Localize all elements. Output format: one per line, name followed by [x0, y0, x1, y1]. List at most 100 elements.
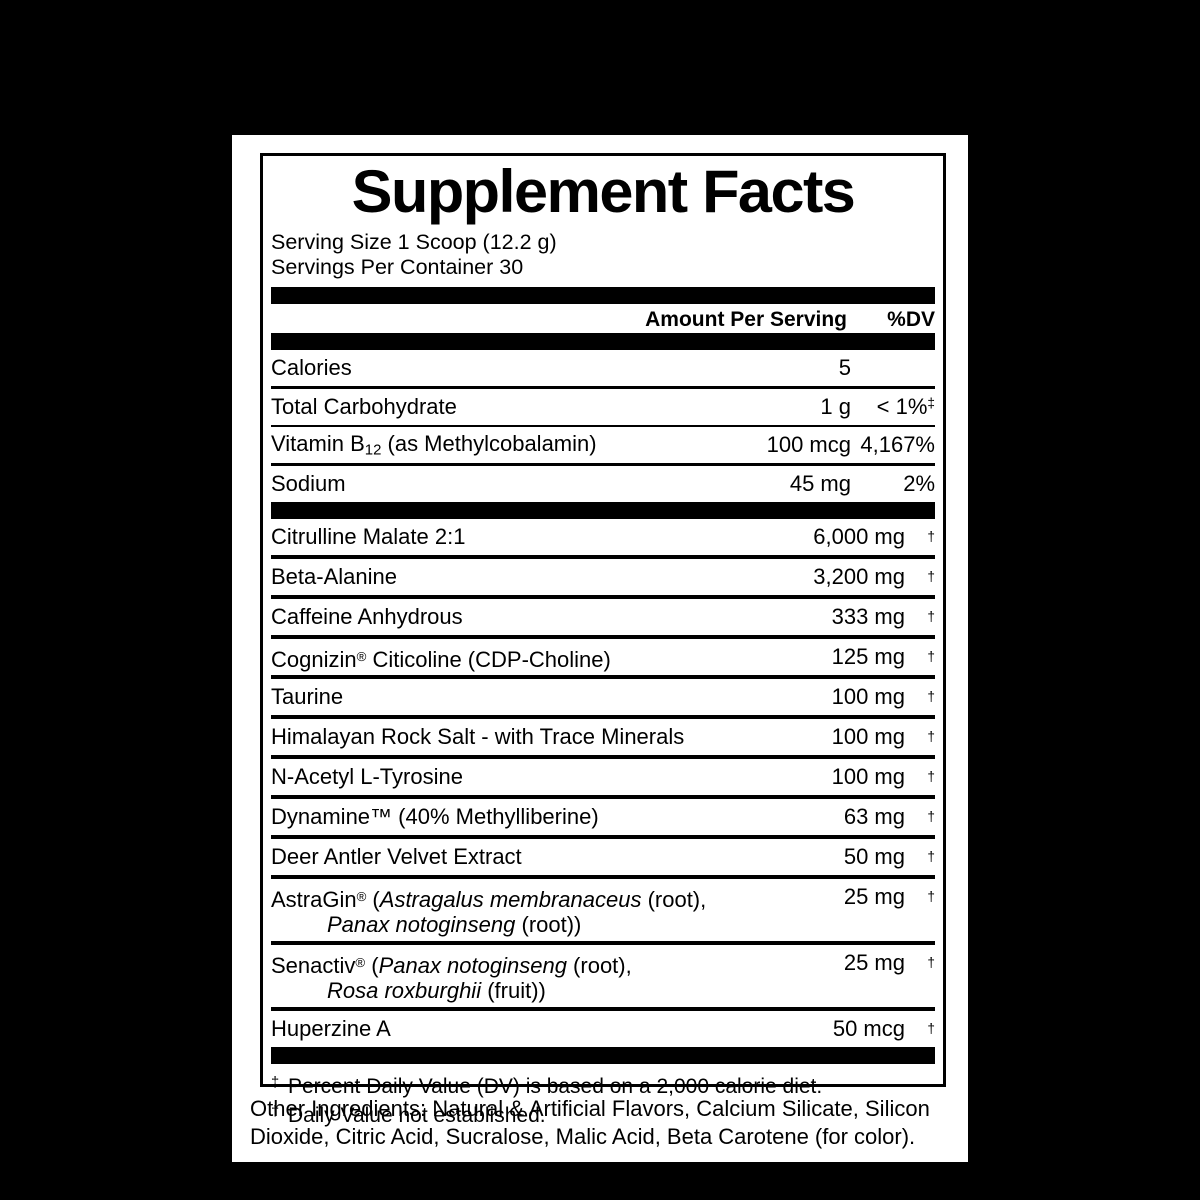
divider-bar-bottom [271, 1046, 935, 1064]
nutrient-row: Vitamin B12 (as Methylcobalamin) 100 mcg 4… [271, 427, 935, 463]
row-separator [271, 424, 935, 427]
row-separator [271, 874, 935, 879]
footnote-symbol: † [271, 1104, 280, 1121]
ingredient-dagger: † [927, 688, 935, 704]
ingredient-amount: 50 mg [843, 843, 905, 869]
ingredient-name: Caffeine Anhydrous [271, 603, 463, 629]
ingredient-row: AstraGin® (Astragalus membranaceus (root… [271, 879, 935, 941]
ingredient-dagger: † [927, 808, 935, 824]
nutrient-amount: 100 mcg [766, 432, 851, 457]
ingredient-amount: 25 mg [843, 949, 905, 975]
ingredient-row: Himalayan Rock Salt - with Trace Mineral… [271, 719, 935, 755]
ingredient-row: Caffeine Anhydrous 333 mg † [271, 599, 935, 635]
ingredient-name: Citrulline Malate 2:1 [271, 523, 466, 549]
serving-info: Serving Size 1 Scoop (12.2 g) Servings P… [271, 230, 935, 280]
ingredient-row: Beta-Alanine 3,200 mg † [271, 559, 935, 595]
ingredient-dagger: † [927, 648, 935, 664]
nutrient-row: Calories 5 [271, 350, 935, 386]
header-amount-per-serving: Amount Per Serving [645, 308, 847, 331]
label-card: Supplement Facts Serving Size 1 Scoop (1… [232, 135, 968, 1162]
row-separator [271, 594, 935, 599]
ingredient-amount: 333 mg [831, 603, 905, 629]
ingredient-amount: 6,000 mg [813, 523, 905, 549]
ingredient-row: Cognizin® Citicoline (CDP-Choline) 125 mg… [271, 639, 935, 675]
ingredient-name: Beta-Alanine [271, 563, 397, 589]
ingredient-dagger: † [927, 608, 935, 624]
footnote-text: Percent Daily Value (DV) is based on a 2… [288, 1074, 823, 1098]
row-separator [271, 386, 935, 389]
footnotes: ‡ Percent Daily Value (DV) is based on a … [271, 1064, 935, 1130]
row-separator [271, 834, 935, 839]
nutrient-daily-value: 2% [903, 470, 935, 496]
nutrient-name: Sodium [271, 470, 346, 496]
ingredient-row: Dynamine™ (40% Methylliberine) 63 mg † [271, 799, 935, 835]
nutrient-daily-value: < 1%‡ [876, 393, 935, 419]
serving-size: Serving Size 1 Scoop (12.2 g) [271, 230, 557, 254]
header-percent-dv: %DV [887, 308, 935, 331]
ingredient-amount: 100 mg [831, 723, 905, 749]
row-separator [271, 794, 935, 799]
nutrient-amount: 1 g [820, 393, 851, 419]
ingredient-dagger: † [927, 728, 935, 744]
divider-bar-middle [271, 501, 935, 519]
nutrient-name: Total Carbohydrate [271, 393, 457, 419]
ingredient-name: Dynamine™ (40% Methylliberine) [271, 803, 599, 829]
ingredient-amount: 50 mcg [832, 1015, 905, 1041]
ingredient-amount: 3,200 mg [813, 563, 905, 589]
supplement-facts-panel: Supplement Facts Serving Size 1 Scoop (1… [260, 153, 946, 1127]
ingredient-name: Huperzine A [271, 1015, 391, 1041]
nutrient-row: Sodium 45 mg 2% [271, 466, 935, 502]
divider-bar-header [271, 333, 935, 350]
table-column-headers: Amount Per Serving %DV [271, 304, 935, 333]
row-separator [271, 754, 935, 759]
ingredient-amount: 63 mg [843, 803, 905, 829]
ingredient-row: Senactiv® (Panax notoginseng (root), Rosa… [271, 945, 935, 1007]
footnote-line: ‡ Percent Daily Value (DV) is based on a … [271, 1070, 935, 1100]
ingredient-row: Citrulline Malate 2:1 6,000 mg † [271, 519, 935, 555]
footnote-line: † Daily Value not established. [271, 1099, 935, 1129]
ingredient-dagger: † [927, 848, 935, 864]
row-separator [271, 674, 935, 679]
ingredient-name: N-Acetyl L-Tyrosine [271, 763, 463, 789]
ingredient-row: N-Acetyl L-Tyrosine 100 mg † [271, 759, 935, 795]
ingredient-rows: Citrulline Malate 2:1 6,000 mg † Beta-Alani… [271, 519, 935, 1047]
row-separator [271, 714, 935, 719]
row-separator [271, 463, 935, 466]
ingredient-dagger: † [927, 528, 935, 544]
ingredient-amount: 125 mg [831, 643, 905, 669]
other-ingredients: Other Ingredients: Natural & Artificial … [250, 1096, 930, 1149]
row-separator [271, 634, 935, 639]
ingredient-name: Himalayan Rock Salt - with Trace Mineral… [271, 723, 685, 749]
ingredient-amount: 25 mg [843, 883, 905, 909]
ingredient-name: Deer Antler Velvet Extract [271, 843, 522, 869]
nutrient-name: Calories [271, 355, 352, 380]
divider-bar-top [271, 287, 935, 304]
ingredient-row: Huperzine A 50 mcg † [271, 1011, 935, 1047]
ingredient-name: Cognizin® Citicoline (CDP-Choline) [271, 646, 611, 672]
ingredient-name: AstraGin® (Astragalus membranaceus (root… [271, 886, 707, 938]
ingredient-row: Deer Antler Velvet Extract 50 mg † [271, 839, 935, 875]
nutrient-daily-value: 4,167% [860, 432, 935, 457]
row-separator [271, 1006, 935, 1011]
row-separator [271, 940, 935, 945]
ingredient-dagger: † [927, 568, 935, 584]
ingredient-name: Taurine [271, 683, 344, 709]
ingredient-name: Senactiv® (Panax notoginseng (root), Rosa… [271, 952, 632, 1004]
ingredient-dagger: † [927, 1020, 935, 1036]
ingredient-dagger: † [927, 954, 935, 970]
nutrient-amount: 5 [838, 355, 851, 380]
ingredient-amount: 100 mg [831, 683, 905, 709]
footnote-text: Daily Value not established. [288, 1104, 546, 1128]
ingredient-amount: 100 mg [831, 763, 905, 789]
nutrient-row: Total Carbohydrate 1 g < 1%‡ [271, 389, 935, 425]
ingredient-dagger: † [927, 768, 935, 784]
row-separator [271, 554, 935, 559]
ingredient-row: Taurine 100 mg † [271, 679, 935, 715]
footnote-symbol: ‡ [271, 1074, 280, 1091]
panel-title: Supplement Facts [351, 158, 856, 225]
ingredient-dagger: † [927, 888, 935, 904]
nutrient-name: Vitamin B12 (as Methylcobalamin) [271, 431, 597, 459]
nutrient-amount: 45 mg [789, 470, 851, 496]
servings-per-container: Servings Per Container 30 [271, 255, 524, 279]
